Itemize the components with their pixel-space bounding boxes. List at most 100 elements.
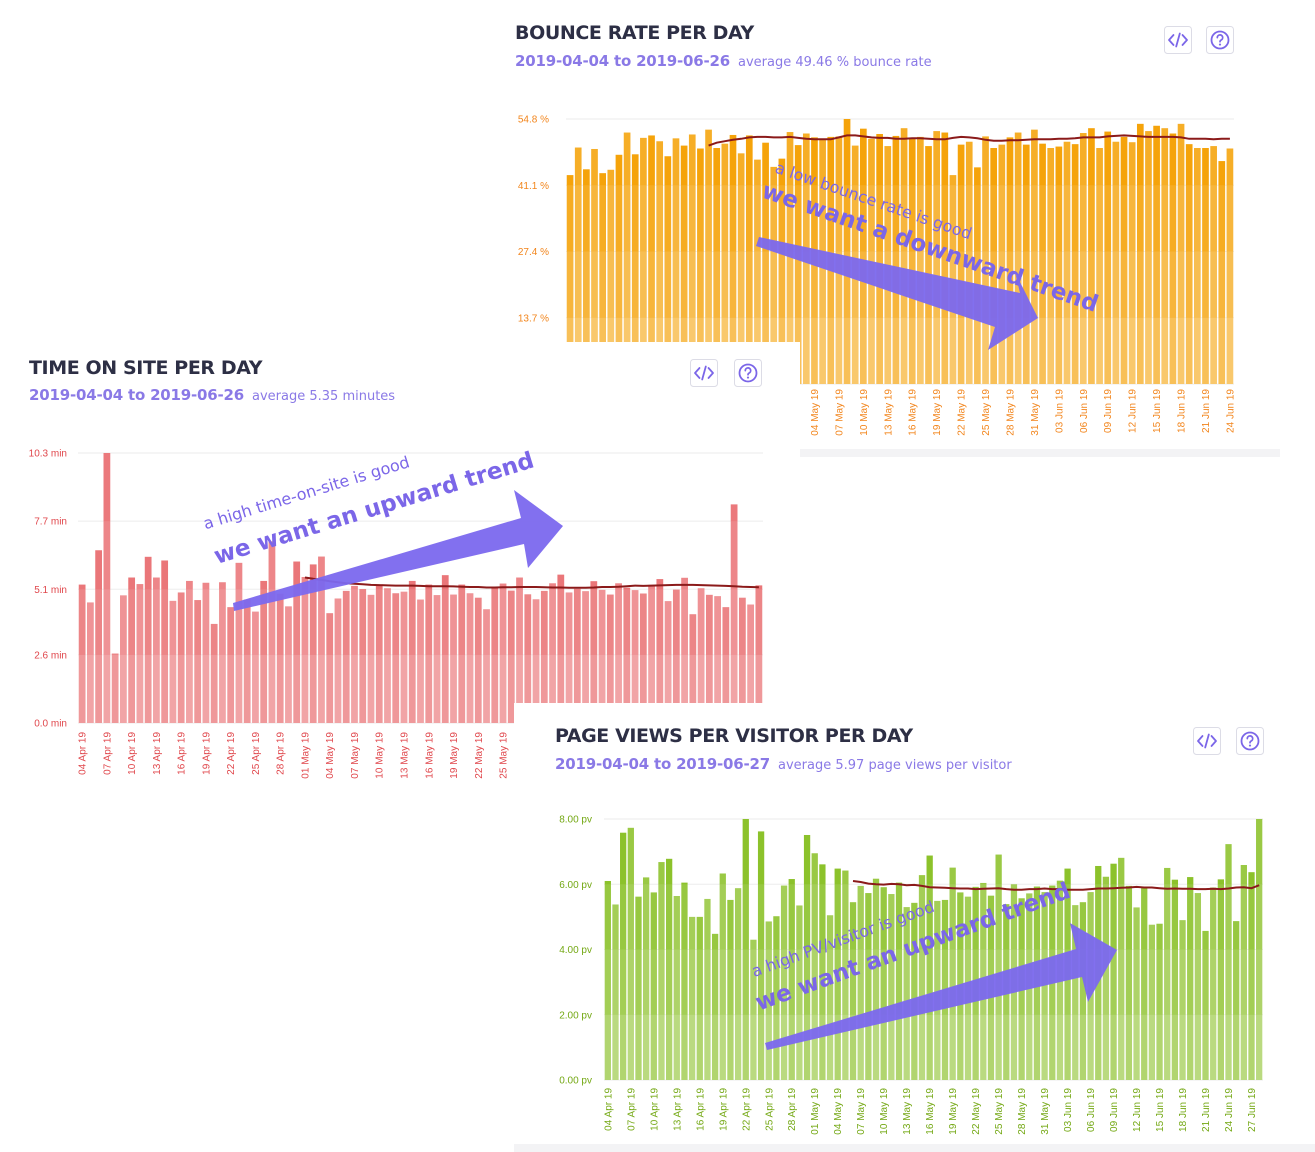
trend-line xyxy=(708,134,1230,147)
x-tick-label: 25 Apr 19 xyxy=(764,1088,775,1131)
x-tick-label: 09 Jun 19 xyxy=(1103,389,1114,433)
bar xyxy=(1185,144,1193,384)
bar xyxy=(285,606,292,723)
x-tick-label: 31 May 19 xyxy=(1030,389,1041,436)
x-tick-label: 24 Jun 19 xyxy=(1225,389,1236,433)
bar xyxy=(516,577,523,723)
bar xyxy=(120,595,127,723)
x-tick-label: 04 May 19 xyxy=(833,1088,844,1135)
bar xyxy=(705,129,712,384)
bar xyxy=(1177,123,1185,385)
bar xyxy=(623,587,631,723)
bar xyxy=(491,587,499,723)
bounce-date-range[interactable]: 2019-04-04 to 2019-06-26 xyxy=(515,52,731,70)
bar xyxy=(161,560,169,723)
bar xyxy=(474,597,482,723)
x-tick-label: 07 May 19 xyxy=(350,732,361,779)
y-tick-label: 13.7 % xyxy=(518,313,549,324)
band xyxy=(78,589,763,655)
code-icon xyxy=(1164,26,1192,54)
bar xyxy=(1225,844,1232,1080)
bounce-title: BOUNCE RATE PER DAY xyxy=(515,22,754,44)
y-tick-label: 27.4 % xyxy=(518,247,549,258)
x-tick-label: 25 May 19 xyxy=(499,732,510,779)
bar xyxy=(1125,885,1133,1080)
bar xyxy=(1210,146,1217,384)
page-views-chart: 0.00 pv 2.00 pv 4.00 pv 6.00 pv 8.00 pv 04 Ap… xyxy=(559,815,1263,1135)
x-tick-label: 10 Apr 19 xyxy=(649,1088,660,1131)
bar xyxy=(599,173,606,384)
x-tick-label: 19 May 19 xyxy=(932,389,943,436)
y-tick-label: 54.8 % xyxy=(518,115,549,126)
bar xyxy=(664,156,672,384)
bar xyxy=(1128,142,1136,384)
bar xyxy=(737,153,745,384)
help-button[interactable] xyxy=(734,359,762,387)
pv-average: average 5.97 page views per visitor xyxy=(778,758,1012,773)
bar xyxy=(186,580,193,723)
bar xyxy=(1047,148,1055,384)
time-title: TIME ON SITE PER DAY xyxy=(29,357,263,379)
y-tick-label: 2.00 pv xyxy=(559,1010,592,1021)
pv-subtitle: 2019-04-04 to 2019-06-27 average 5.97 pag… xyxy=(555,755,1012,774)
bar xyxy=(574,147,582,384)
panel-footer xyxy=(514,1144,1315,1152)
bar xyxy=(648,135,655,384)
time-on-site-chart: 0.0 min 2.6 min 5.1 min 7.7 min 10.3 min 04 A… xyxy=(29,449,763,779)
bar xyxy=(392,593,400,723)
bar xyxy=(719,873,726,1080)
bar xyxy=(606,594,614,723)
bar xyxy=(1112,141,1120,384)
bar xyxy=(627,827,634,1080)
bar xyxy=(566,175,574,384)
x-tick-label: 07 May 19 xyxy=(834,389,845,436)
embed-code-button[interactable] xyxy=(690,359,718,387)
bar xyxy=(351,585,358,723)
bar xyxy=(665,858,673,1080)
bar xyxy=(1055,146,1063,384)
bar xyxy=(194,600,202,723)
bar xyxy=(639,593,647,723)
bar xyxy=(697,588,705,723)
y-tick-label: 0.0 min xyxy=(34,719,67,730)
x-tick-label: 19 May 19 xyxy=(948,1088,959,1135)
bar xyxy=(433,595,441,723)
x-tick-label: 04 Apr 19 xyxy=(78,732,89,775)
bar xyxy=(696,916,703,1080)
bar xyxy=(631,590,639,723)
x-tick-label: 22 May 19 xyxy=(957,389,968,436)
embed-code-button[interactable] xyxy=(1164,26,1192,54)
bar xyxy=(524,594,532,723)
pv-date-range[interactable]: 2019-04-04 to 2019-06-27 xyxy=(555,755,771,773)
x-tick-label: 10 May 19 xyxy=(859,389,870,436)
y-tick-label: 0.00 pv xyxy=(559,1076,592,1087)
bar xyxy=(742,819,749,1080)
help-button[interactable] xyxy=(1236,727,1264,755)
bar xyxy=(1071,144,1079,384)
bar xyxy=(734,888,742,1080)
bar xyxy=(293,561,301,723)
bar xyxy=(136,584,144,723)
bar xyxy=(260,580,268,723)
x-tick-label: 28 Apr 19 xyxy=(787,1088,798,1131)
x-tick-label: 06 Jun 19 xyxy=(1086,1088,1097,1132)
bar xyxy=(658,862,665,1080)
bar xyxy=(635,896,642,1080)
bar xyxy=(623,132,631,384)
embed-code-button[interactable] xyxy=(1193,727,1221,755)
x-tick-label: 09 Jun 19 xyxy=(1109,1088,1120,1132)
help-button[interactable] xyxy=(1206,26,1234,54)
bar xyxy=(367,594,375,723)
bar xyxy=(359,589,367,723)
time-date-range[interactable]: 2019-04-04 to 2019-06-26 xyxy=(29,386,245,404)
bar xyxy=(1133,907,1140,1080)
bars xyxy=(78,453,763,723)
x-tick-label: 21 Jun 19 xyxy=(1201,1088,1212,1132)
bar xyxy=(1156,923,1163,1080)
bar xyxy=(1171,879,1179,1080)
x-tick-label: 07 Apr 19 xyxy=(626,1088,637,1131)
bar xyxy=(1161,128,1169,384)
bar xyxy=(169,600,177,723)
bar xyxy=(1240,865,1247,1080)
x-tick-label: 19 Apr 19 xyxy=(201,732,212,775)
